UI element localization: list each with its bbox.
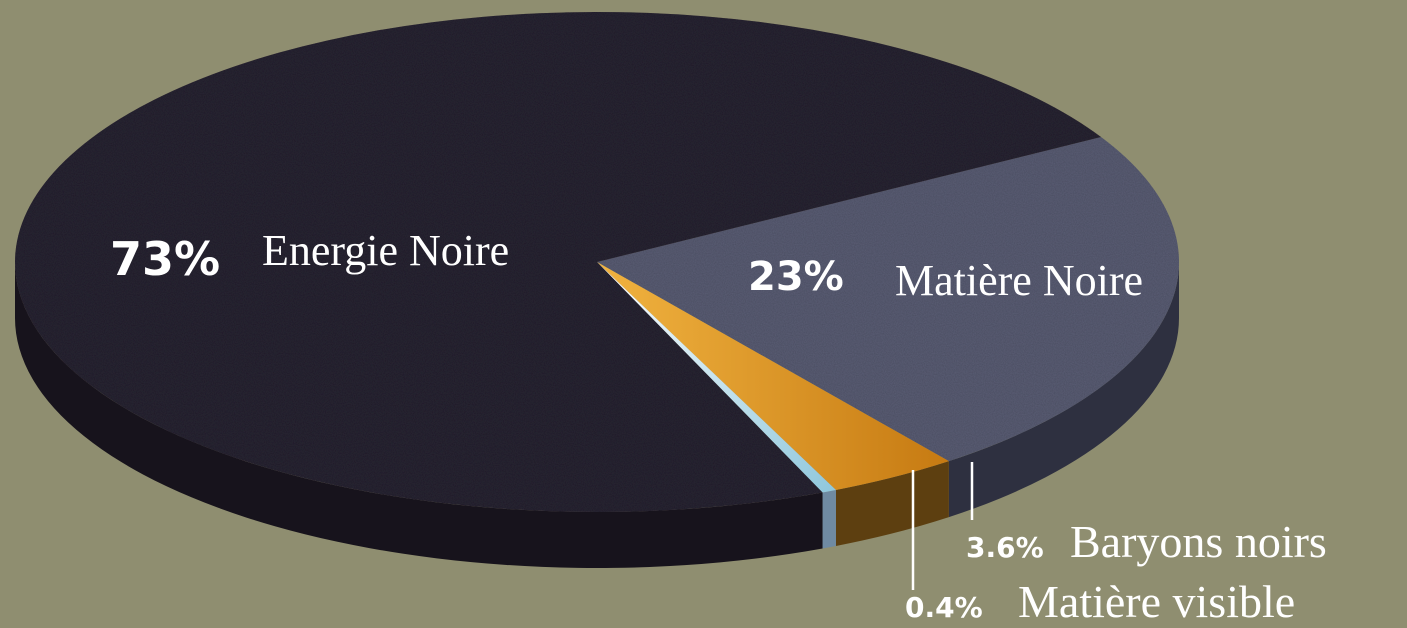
slice-matiere-visible (597, 262, 836, 493)
slice-label-matiere-visible: Matière visible (1018, 576, 1295, 627)
slice-matiere-noire (597, 137, 1179, 462)
slice-side-matiere-noire (948, 262, 1179, 518)
percent-label-baryons-noirs: 3.6% (966, 531, 1044, 564)
slice-side-matiere-visible (822, 489, 836, 549)
slice-energie-noire (15, 12, 1102, 513)
percent-label-energie-noire: 73% (110, 232, 220, 286)
slice-baryons-noirs (597, 262, 949, 490)
percent-label-matiere-noire: 23% (748, 254, 844, 300)
slice-label-matiere-noire: Matière Noire (895, 256, 1143, 305)
percent-label-matiere-visible: 0.4% (905, 591, 983, 624)
slice-label-baryons-noirs: Baryons noirs (1070, 516, 1327, 567)
slice-side-energie-noire (15, 262, 823, 568)
slice-side-baryons-noirs (835, 461, 949, 546)
slice-label-energie-noire: Energie Noire (262, 226, 509, 275)
